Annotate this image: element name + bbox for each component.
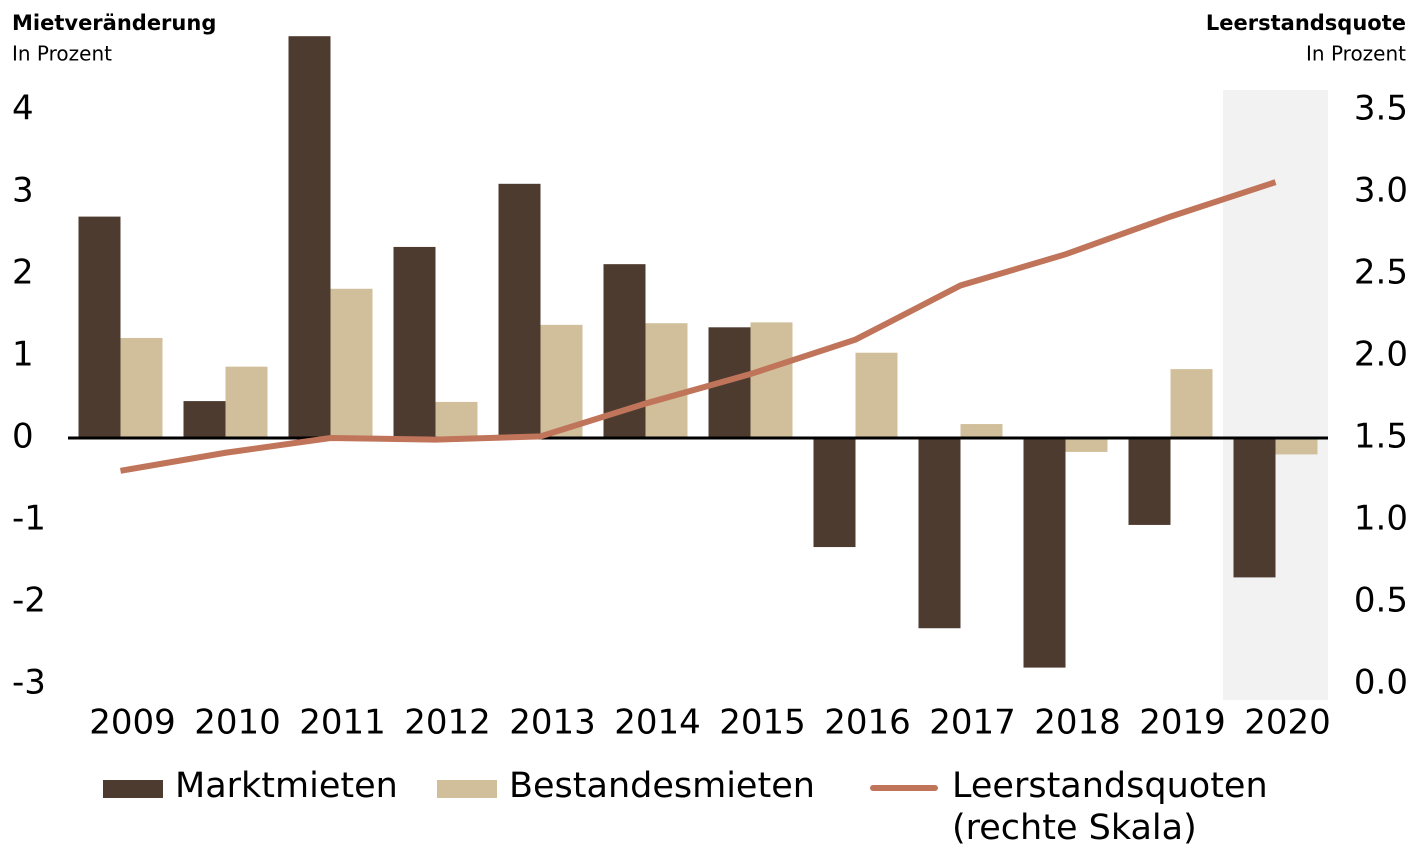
chart-subtitle: In Prozent	[12, 42, 112, 66]
y-tick-label: 0	[12, 417, 34, 457]
bar	[918, 438, 961, 629]
bar	[225, 366, 268, 438]
x-tick-label: 2014	[614, 703, 701, 743]
bar	[540, 324, 583, 438]
y-tick-label: 1	[12, 335, 34, 375]
y-tick-label: 2	[12, 253, 34, 293]
bar	[1233, 438, 1276, 578]
chart-title: Mietveränderung	[12, 11, 216, 35]
y2-tick-label: 1.0	[1354, 499, 1408, 539]
bar	[1170, 369, 1213, 438]
y2-title: Leerstandsquote	[1206, 11, 1406, 35]
x-tick-label: 2012	[404, 703, 491, 743]
x-tick-label: 2015	[719, 703, 806, 743]
x-tick-label: 2018	[1034, 703, 1121, 743]
forecast-shade	[1223, 90, 1328, 700]
x-tick-label: 2009	[89, 703, 176, 743]
bar	[1065, 438, 1108, 452]
y2-tick-label: 2.0	[1354, 335, 1408, 375]
bar	[330, 288, 373, 438]
bar	[1023, 438, 1066, 668]
bar	[813, 438, 856, 548]
line	[119, 179, 1277, 474]
bar	[645, 323, 688, 438]
x-tick-label: 2019	[1139, 703, 1226, 743]
legend-swatch	[437, 780, 497, 798]
x-tick-label: 2013	[509, 703, 596, 743]
legend-label: Bestandesmieten	[509, 766, 815, 806]
y-tick-label: -2	[12, 581, 46, 621]
legend-label: Marktmieten	[175, 766, 398, 806]
x-tick-label: 2020	[1244, 703, 1331, 743]
bar	[435, 401, 478, 438]
y-tick-label: 4	[12, 89, 34, 129]
y2-tick-label: 0.0	[1354, 663, 1408, 703]
bar	[855, 352, 898, 438]
bar	[288, 36, 331, 438]
bar	[750, 322, 793, 438]
legend-swatch	[103, 780, 163, 798]
y2-tick-label: 0.5	[1354, 581, 1408, 621]
legend-label: Leerstandsquoten (rechte Skala)	[952, 766, 1268, 848]
x-tick-label: 2011	[299, 703, 386, 743]
bar	[498, 183, 541, 438]
bar	[1275, 438, 1318, 455]
bar	[1128, 438, 1171, 525]
y2-tick-label: 3.0	[1354, 171, 1408, 211]
x-tick-label: 2017	[929, 703, 1016, 743]
x-tick-label: 2016	[824, 703, 911, 743]
y2-tick-label: 1.5	[1354, 417, 1408, 457]
y-tick-label: -3	[12, 663, 46, 703]
bar	[960, 424, 1003, 438]
y2-tick-label: 3.5	[1354, 89, 1408, 129]
bar	[393, 246, 436, 438]
x-tick-label: 2010	[194, 703, 281, 743]
y-tick-label: 3	[12, 171, 34, 211]
bar	[120, 337, 163, 438]
bar	[183, 401, 226, 438]
y2-subtitle: In Prozent	[1306, 42, 1406, 66]
bar	[78, 216, 121, 438]
y-tick-label: -1	[12, 499, 46, 539]
y2-tick-label: 2.5	[1354, 253, 1408, 293]
